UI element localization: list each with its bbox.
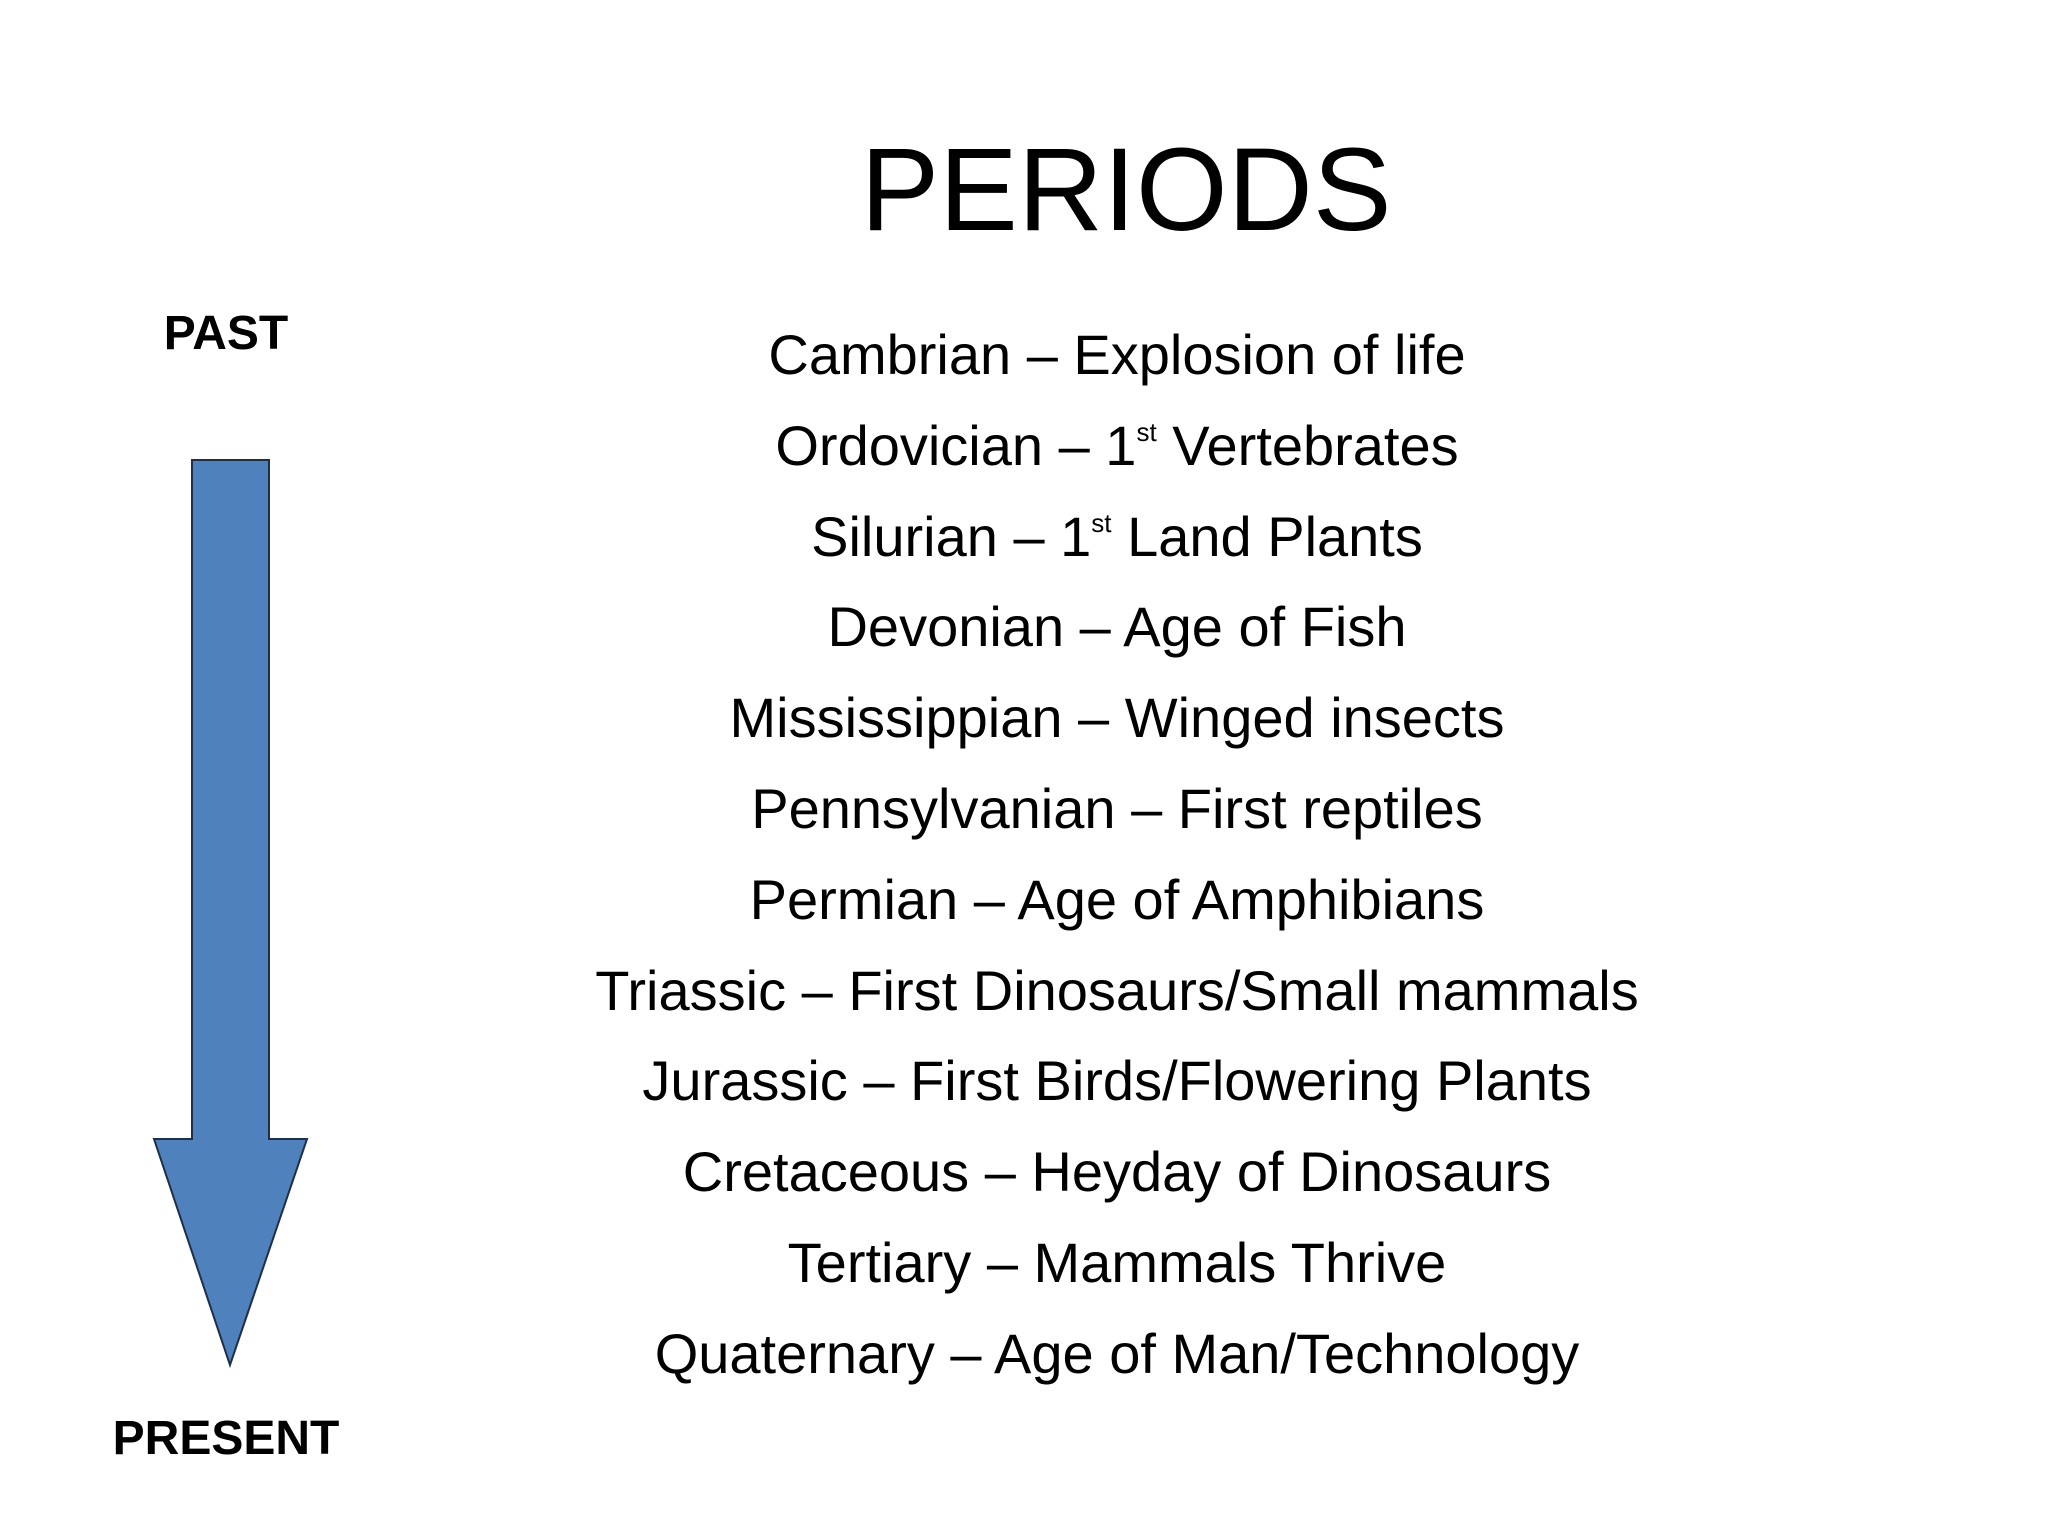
period-text: Silurian – 1 [811, 504, 1092, 568]
period-item: Tertiary – Mammals Thrive [417, 1218, 1817, 1309]
period-item: Jurassic – First Birds/Flowering Plants [417, 1036, 1817, 1127]
period-text: Devonian – Age of Fish [827, 595, 1407, 659]
down-arrow [152, 459, 309, 1369]
period-text: Mississippian – Winged insects [729, 686, 1505, 750]
period-list: Cambrian – Explosion of life Ordovician –… [417, 310, 1817, 1400]
period-text-after: Vertebrates [1156, 413, 1459, 477]
period-text: Permian – Age of Amphibians [749, 867, 1485, 931]
past-label: PAST [163, 307, 289, 360]
period-text-after: Land Plants [1111, 504, 1423, 568]
period-text: Jurassic – First Birds/Flowering Plants [642, 1049, 1592, 1113]
period-item: Triassic – First Dinosaurs/Small mammals [417, 946, 1817, 1037]
period-text: Quaternary – Age of Man/Technology [654, 1321, 1580, 1385]
period-text: Ordovician – 1 [775, 413, 1137, 477]
period-text: Triassic – First Dinosaurs/Small mammals [595, 958, 1639, 1022]
period-item: Devonian – Age of Fish [417, 582, 1817, 673]
period-item: Silurian – 1st Land Plants [417, 492, 1817, 583]
period-text: Cretaceous – Heyday of Dinosaurs [682, 1140, 1552, 1204]
period-item: Cambrian – Explosion of life [417, 310, 1817, 401]
slide-title: PERIODS [860, 124, 1392, 256]
period-text: Tertiary – Mammals Thrive [787, 1230, 1447, 1294]
present-label: PRESENT [112, 1412, 340, 1465]
period-item: Quaternary – Age of Man/Technology [417, 1309, 1817, 1400]
period-text: Pennsylvanian – First reptiles [751, 776, 1483, 840]
ordinal-suffix: st [1136, 416, 1157, 447]
timeline-arrow [152, 459, 309, 1369]
period-text: Cambrian – Explosion of life [768, 323, 1466, 386]
period-item: Permian – Age of Amphibians [417, 855, 1817, 946]
period-item: Ordovician – 1st Vertebrates [417, 401, 1817, 492]
period-item: Cretaceous – Heyday of Dinosaurs [417, 1127, 1817, 1218]
period-item: Pennsylvanian – First reptiles [417, 764, 1817, 855]
ordinal-suffix: st [1091, 507, 1112, 538]
period-item: Mississippian – Winged insects [417, 673, 1817, 764]
